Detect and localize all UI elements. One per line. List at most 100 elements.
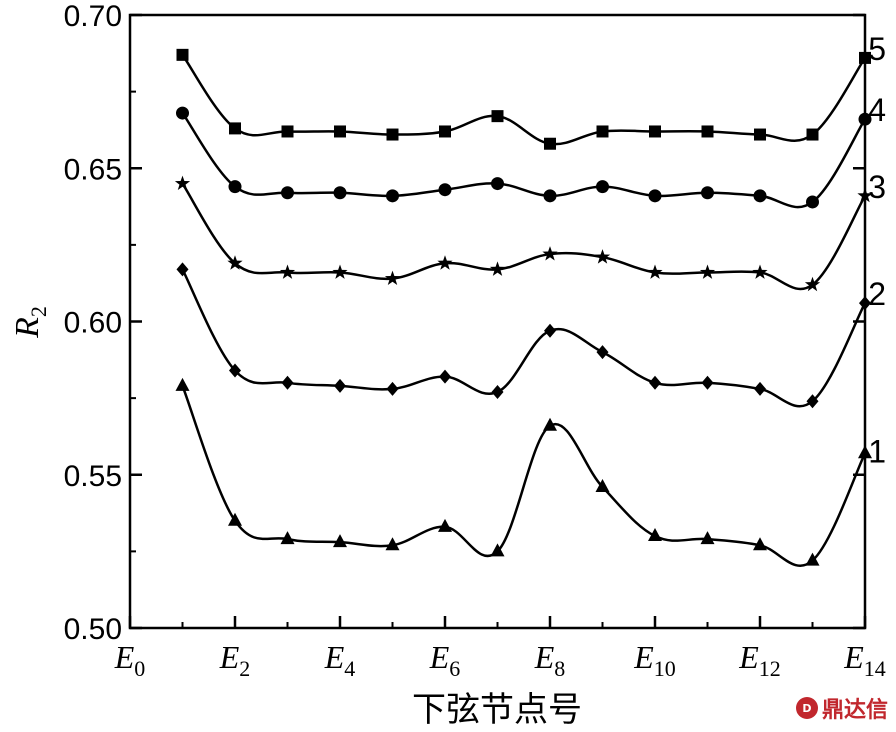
series-4: 4 (176, 92, 886, 209)
data-point (701, 186, 714, 200)
data-point (333, 534, 347, 548)
x-tick-base: E (324, 639, 345, 675)
x-tick-base: E (219, 639, 240, 675)
data-point (438, 183, 452, 197)
y-tick-label: 0.55 (64, 460, 122, 493)
data-point (491, 110, 504, 123)
y-axis: 0.50 0.55 0.60 0.65 0.70 (64, 0, 865, 646)
data-point (753, 537, 767, 551)
data-point (859, 296, 871, 311)
data-point (334, 125, 346, 138)
x-tick-label: E14 (843, 639, 886, 681)
data-point (491, 384, 504, 399)
data-point (647, 264, 663, 279)
data-point (332, 264, 348, 279)
y-tick-label: 0.60 (64, 307, 122, 340)
data-point (175, 377, 190, 391)
x-tick-base: E (534, 639, 555, 675)
data-point (754, 128, 766, 141)
x-axis: E0 E2 E4 E6 E8 E10 E12 E14 (114, 616, 886, 681)
data-point (699, 264, 716, 279)
data-point (648, 189, 662, 203)
data-point (544, 323, 556, 338)
data-point (176, 48, 189, 61)
series-label: 4 (868, 92, 886, 128)
data-point (595, 479, 610, 493)
data-point (386, 381, 399, 396)
x-tick-sub: 8 (554, 656, 565, 681)
x-tick-label: E8 (534, 639, 566, 681)
data-point (701, 375, 714, 390)
data-point (385, 537, 400, 551)
data-point (754, 381, 766, 396)
data-point (280, 531, 295, 545)
y-tick-label: 0.65 (64, 153, 122, 186)
data-point (174, 175, 191, 191)
watermark-text: 鼎达信 (821, 698, 888, 723)
series-label: 2 (868, 276, 886, 312)
watermark-logo-icon: D (795, 697, 818, 719)
data-point (491, 177, 504, 191)
data-point (648, 528, 662, 542)
series-label: 3 (868, 169, 886, 205)
data-point (386, 189, 399, 203)
data-point (176, 262, 189, 277)
data-point (859, 51, 871, 64)
data-point (596, 345, 609, 360)
data-point (806, 128, 819, 141)
data-point (176, 106, 189, 120)
data-point (857, 187, 873, 203)
data-point (753, 189, 767, 203)
data-point (544, 137, 556, 150)
data-point (489, 261, 506, 276)
data-point (279, 264, 296, 279)
y-label-base: R (9, 317, 46, 339)
data-point (805, 552, 820, 566)
data-point (229, 363, 241, 378)
data-point (858, 445, 872, 459)
data-point (439, 369, 451, 384)
y-tick-label: 0.70 (64, 0, 122, 33)
y-axis-label: R2 (9, 306, 51, 339)
data-point (806, 394, 819, 409)
x-tick-sub: 4 (344, 656, 355, 681)
x-tick-sub: 2 (239, 656, 250, 681)
x-tick-label: E10 (633, 639, 676, 681)
data-point (384, 270, 401, 286)
series-5: 5 (176, 31, 886, 150)
x-tick-label: E0 (114, 639, 146, 681)
data-point (701, 125, 714, 138)
series-layer: 1 2 3 4 5 (174, 31, 886, 567)
series-label: 5 (868, 31, 886, 67)
x-tick-label: E2 (219, 639, 251, 681)
data-point (281, 125, 294, 138)
data-point (542, 246, 558, 261)
data-point (386, 128, 399, 141)
x-tick-base: E (633, 639, 654, 675)
data-point (649, 125, 661, 138)
x-tick-label: E6 (429, 639, 461, 681)
series-1: 1 (175, 377, 886, 567)
series-label: 1 (868, 433, 886, 469)
x-axis-label: 下弦节点号 (412, 690, 582, 730)
data-point (281, 375, 294, 390)
data-point (333, 186, 347, 200)
data-point (543, 189, 557, 203)
data-point (649, 375, 661, 390)
data-point (594, 249, 611, 264)
x-tick-base: E (114, 639, 135, 675)
data-point (228, 512, 242, 526)
data-point (229, 122, 241, 135)
plot-frame (128, 13, 867, 630)
x-tick-sub: 0 (134, 656, 145, 681)
x-tick-label: E12 (738, 639, 781, 681)
x-tick-label: E4 (324, 639, 356, 681)
series-3: 3 (174, 169, 886, 292)
data-point (596, 180, 609, 194)
data-point (437, 255, 453, 270)
data-point (858, 112, 872, 126)
data-point (806, 195, 819, 209)
x-tick-base: E (843, 639, 864, 675)
data-point (227, 255, 243, 270)
